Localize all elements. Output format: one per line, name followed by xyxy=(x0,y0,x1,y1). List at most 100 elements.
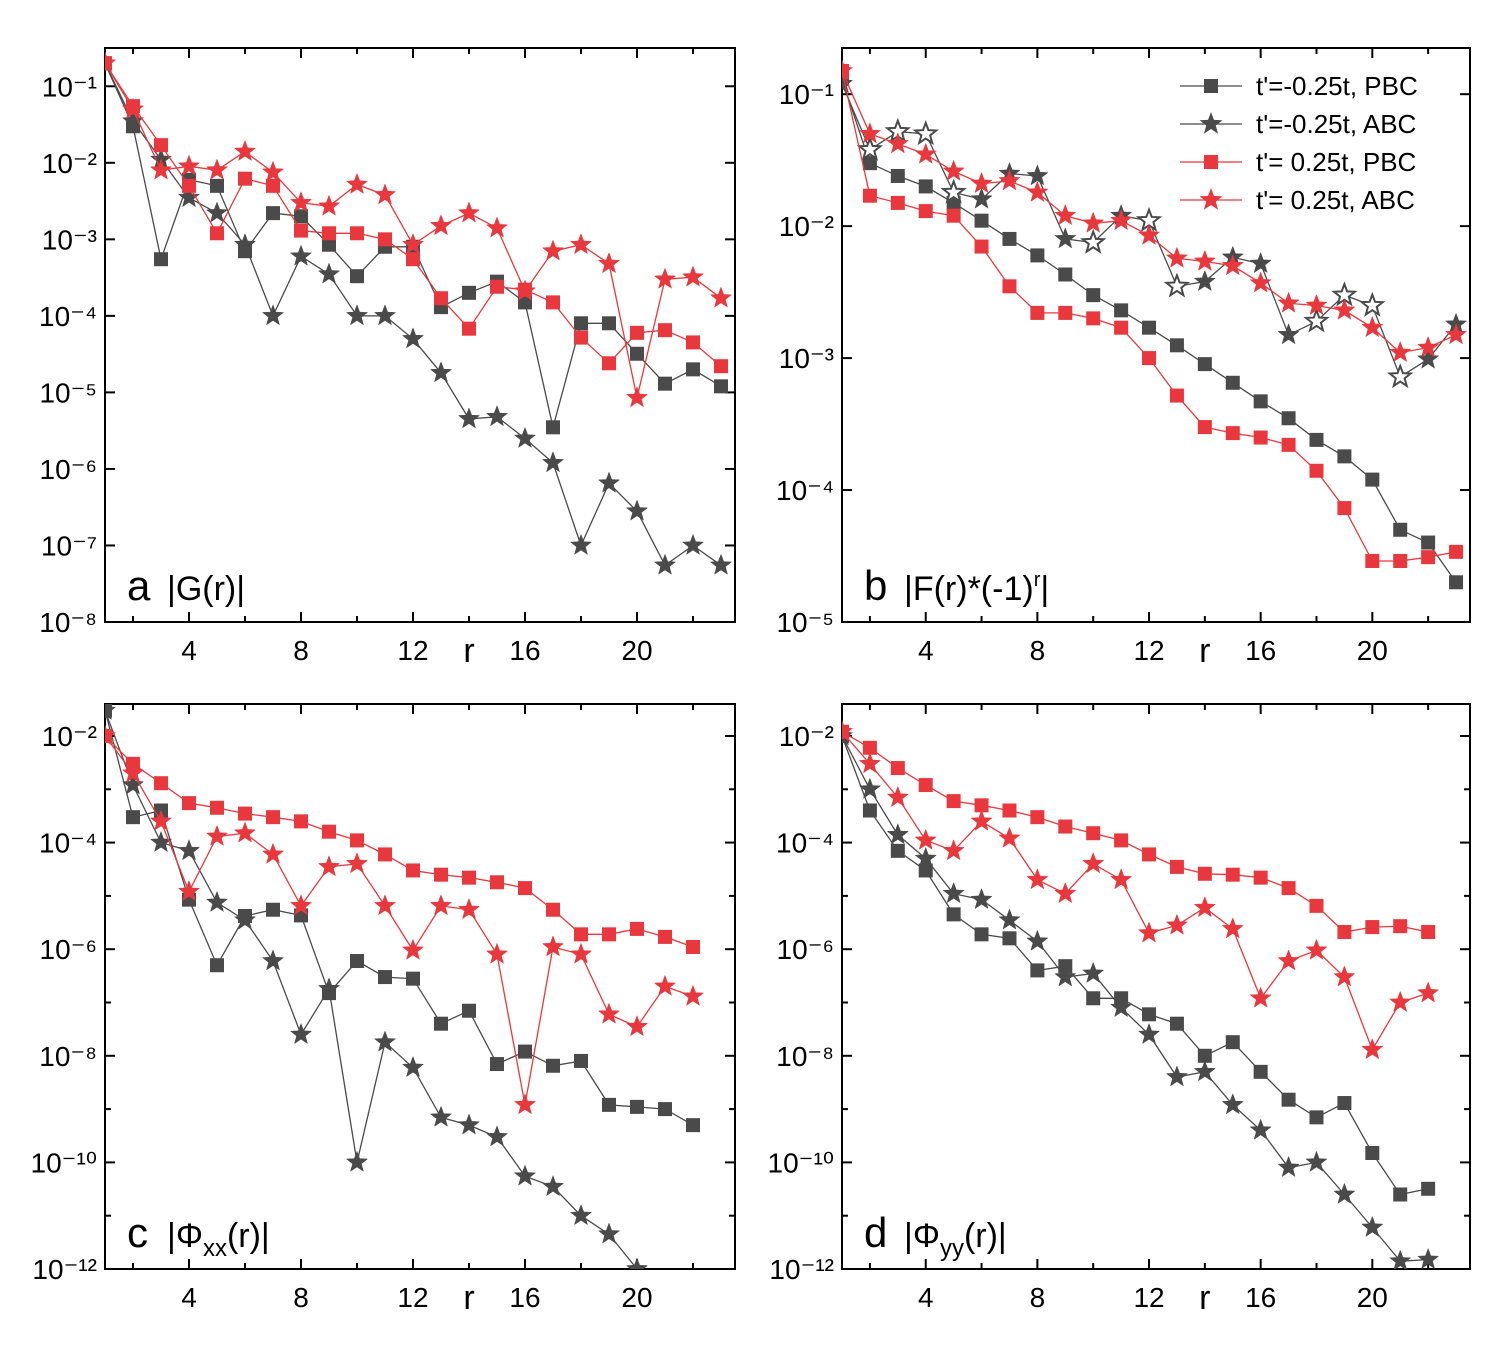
series-1 xyxy=(842,728,1436,1202)
y-tick-label: 10⁻⁴ xyxy=(776,475,834,506)
data-point-star xyxy=(597,1222,621,1244)
data-point-star xyxy=(912,120,939,146)
x-tick-label: 16 xyxy=(509,1282,540,1313)
x-axis: 4 8 12 16 20 r xyxy=(868,48,1430,670)
data-point-star xyxy=(942,839,965,861)
data-point-square xyxy=(294,209,308,224)
y-axis: 10⁻¹ 10⁻² 10⁻³ 10⁻⁴ 10⁻⁵ 10⁻⁶ 10⁻⁷ 10⁻⁸ xyxy=(39,71,735,638)
data-point-square xyxy=(1365,553,1380,568)
data-point-square xyxy=(350,833,364,848)
x-axis: 4 8 12 16 20 r xyxy=(868,704,1430,1317)
data-point-star xyxy=(1416,981,1440,1003)
data-point-star xyxy=(842,720,854,742)
data-point-star xyxy=(149,158,173,180)
data-point-star xyxy=(261,949,285,971)
legend-label: t'= 0.25t, ABC xyxy=(1256,185,1415,215)
data-point-square xyxy=(490,1057,504,1072)
x-axis: 4 8 12 16 20 r xyxy=(132,48,694,670)
data-point-star xyxy=(1416,1247,1440,1269)
data-point-square xyxy=(266,902,280,917)
legend: t'=-0.25t, PBC t'=-0.25t, ABC t'= 0.25t, P… xyxy=(1180,71,1418,215)
legend-marker-square xyxy=(1204,155,1218,169)
data-point-square xyxy=(238,806,252,821)
data-point-star xyxy=(289,191,313,213)
data-point-star xyxy=(177,185,201,208)
data-point-square xyxy=(490,875,504,890)
data-point-square xyxy=(1002,231,1017,246)
data-point-square xyxy=(518,1044,532,1059)
data-point-star xyxy=(970,171,993,194)
plot-frame xyxy=(104,47,736,623)
data-point-square xyxy=(1393,522,1408,537)
data-point-star xyxy=(289,1022,313,1045)
series-1 xyxy=(842,72,1464,590)
data-point-star xyxy=(1361,315,1384,338)
data-point-square xyxy=(154,138,168,153)
data-point-star xyxy=(429,1105,453,1127)
data-point-star xyxy=(1249,271,1272,293)
data-point-star xyxy=(1249,1118,1272,1140)
data-point-star xyxy=(289,244,313,266)
data-point-star xyxy=(858,752,882,774)
legend-entry: t'=-0.25t, PBC xyxy=(1180,71,1418,101)
data-point-square xyxy=(946,794,961,809)
y-tick-label: 10⁻¹⁰ xyxy=(768,1147,834,1178)
data-point-square xyxy=(1393,553,1408,568)
data-point-star xyxy=(177,154,201,176)
x-tick-label: 12 xyxy=(397,1282,428,1313)
data-point-star xyxy=(401,938,425,960)
data-point-square xyxy=(1114,320,1129,335)
data-point-square xyxy=(266,206,280,221)
panels-layer: 4 8 12 16 20r10⁻¹10⁻²10⁻³10⁻⁴10⁻⁵10⁻⁶10⁻⁷10⁻… xyxy=(31,47,1471,1317)
data-point-star xyxy=(1026,180,1049,202)
panel-title-text: |Φxx(r)| xyxy=(167,1217,270,1262)
x-tick-label: 20 xyxy=(1357,1282,1388,1313)
data-point-star xyxy=(653,267,677,289)
data-point-square xyxy=(182,178,196,193)
data-point-square xyxy=(862,740,877,755)
data-point-square xyxy=(1281,881,1296,896)
x-tick-label: 16 xyxy=(1245,635,1276,666)
data-point-square xyxy=(1058,819,1073,834)
data-point-square xyxy=(1449,544,1464,559)
y-tick-label: 10⁻³ xyxy=(42,224,97,255)
series-line xyxy=(105,62,722,567)
data-point-star xyxy=(105,724,117,746)
legend-entry: t'= 0.25t, ABC xyxy=(1180,185,1415,215)
data-point-square xyxy=(890,195,905,210)
data-point-star xyxy=(205,824,229,846)
data-point-square xyxy=(1393,1187,1408,1202)
data-point-square xyxy=(686,1118,700,1133)
data-point-square xyxy=(1197,357,1212,372)
data-point-star xyxy=(1193,249,1216,271)
x-axis: 4 8 12 16 20 r xyxy=(132,704,694,1317)
data-point-star xyxy=(914,846,937,869)
data-point-star xyxy=(205,158,229,180)
data-point-square xyxy=(1030,963,1045,978)
data-point-square xyxy=(350,226,364,241)
data-point-square xyxy=(434,291,448,306)
y-tick-label: 10⁻⁴ xyxy=(39,828,97,859)
data-point-square xyxy=(918,863,933,878)
data-point-square xyxy=(890,168,905,183)
data-point-star xyxy=(1082,211,1105,233)
data-point-square xyxy=(378,847,392,862)
data-point-square xyxy=(434,1016,448,1031)
title-main: |Φ xyxy=(167,1217,203,1255)
title-superscript: r xyxy=(1034,569,1041,591)
data-point-square xyxy=(1281,437,1296,452)
data-point-star xyxy=(317,194,341,216)
y-tick-label: 10⁻⁴ xyxy=(39,301,97,332)
series-line xyxy=(105,62,722,398)
data-point-star xyxy=(1165,246,1189,268)
data-point-square xyxy=(546,1058,560,1073)
data-point-square xyxy=(462,870,476,885)
data-point-square xyxy=(1421,925,1436,940)
data-point-square xyxy=(574,927,588,942)
data-point-star xyxy=(289,894,313,916)
data-point-square xyxy=(1421,535,1436,550)
y-tick-label: 10⁻⁵ xyxy=(776,607,834,638)
x-tick-label: 4 xyxy=(918,635,934,666)
series-3 xyxy=(105,728,700,954)
data-point-square xyxy=(1030,248,1045,263)
